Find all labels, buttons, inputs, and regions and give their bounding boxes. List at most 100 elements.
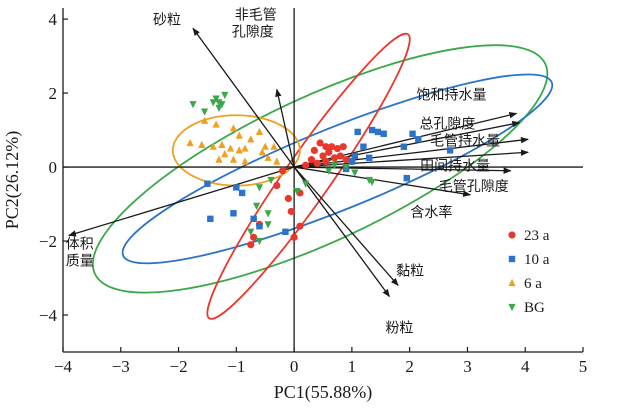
point-bg [189, 101, 197, 109]
legend-marker-23-a [508, 231, 516, 239]
point-bg [302, 180, 310, 188]
loading-label: 总孔隙度 [419, 117, 475, 133]
point-10-a [360, 143, 367, 150]
point-6-a [229, 155, 238, 163]
point-6-a [270, 142, 278, 150]
point-10-a [354, 128, 361, 136]
loading-label: 含水率 [410, 204, 452, 221]
point-6-a [212, 120, 220, 128]
loading-label: 砂粒 [153, 12, 181, 28]
point-23-a [316, 139, 324, 147]
axes: −4 −3 −2 −1 0 1 2 3 4 5 −4 −2 0 2 4 [39, 8, 587, 376]
point-10-a [282, 228, 289, 235]
point-10-a [415, 136, 422, 143]
point-6-a [261, 142, 269, 150]
ellipse-bg [91, 44, 549, 294]
loading-arrow [293, 166, 390, 298]
point-23-a [310, 146, 318, 155]
sample-points [186, 91, 454, 249]
point-10-a [351, 152, 358, 160]
point-23-a [342, 156, 350, 164]
x-tick-label: 1 [348, 357, 357, 376]
x-axis-title: PC1(55.88%) [274, 382, 373, 403]
y-tick-label: 4 [49, 10, 58, 29]
point-23-a [296, 222, 304, 230]
point-23-a [307, 156, 316, 164]
x-tick-label: 3 [463, 357, 472, 376]
point-10-a [207, 215, 214, 223]
point-23-a [250, 233, 258, 241]
point-10-a [374, 128, 382, 136]
point-23-a [330, 154, 339, 162]
point-6-a [255, 127, 264, 136]
loading-vectors: 砂粒 非毛管孔隙度饱和持水量总孔隙度毛管持水量田间持水量毛管孔隙度含水率体积质量黏… [66, 7, 529, 337]
legend-marker-10-a [508, 255, 516, 263]
point-bg [351, 169, 359, 177]
point-10-a [230, 210, 237, 217]
point-bg [209, 99, 217, 107]
point-6-a [200, 116, 209, 124]
ellipse-6-a [171, 114, 301, 187]
loading-label: 田间持水量 [420, 158, 490, 174]
point-10-a [348, 158, 356, 165]
x-tick-label: −4 [54, 357, 73, 376]
point-23-a [278, 167, 287, 175]
loading-label: 毛管持水量 [430, 133, 500, 149]
point-10-a [380, 130, 387, 137]
x-tick-label: 2 [405, 357, 414, 376]
point-6-a [209, 142, 217, 150]
point-23-a [302, 161, 310, 169]
y-tick-label: 0 [49, 158, 58, 177]
x-tick-label: −2 [170, 357, 188, 376]
point-bg [252, 202, 261, 210]
x-tick-label: −3 [112, 357, 130, 376]
legend-label: BG [524, 300, 545, 316]
point-bg [325, 167, 333, 175]
point-10-a [446, 147, 454, 154]
x-tick-label: −1 [227, 357, 245, 376]
point-bg [264, 221, 272, 229]
point-10-a [233, 184, 240, 191]
point-23-a [247, 241, 255, 249]
point-bg [255, 184, 264, 192]
ellipse-23-a [206, 32, 411, 320]
y-axis-title: PC2(26.12%) [2, 131, 23, 230]
point-6-a [218, 140, 226, 148]
point-10-a [400, 143, 408, 150]
legend-marker-bg [508, 303, 516, 312]
point-6-a [221, 150, 229, 158]
loading-label: 非毛管孔隙度 [232, 7, 277, 40]
point-bg [221, 91, 229, 100]
legend-label: 23 a [524, 228, 550, 244]
point-bg [247, 228, 255, 236]
point-6-a [226, 144, 235, 152]
point-10-a [403, 174, 410, 182]
point-10-a [366, 154, 373, 162]
loading-label: 毛管孔隙度 [439, 179, 509, 195]
point-bg [215, 104, 223, 112]
loading-arrow [192, 27, 295, 168]
point-10-a [409, 130, 416, 137]
point-bg [218, 101, 226, 109]
point-bg [365, 176, 373, 185]
point-6-a [264, 153, 272, 161]
point-bg [200, 108, 209, 116]
legend-label: 6 a [524, 276, 542, 292]
point-10-a [250, 215, 257, 223]
point-10-a [238, 189, 246, 197]
point-23-a [333, 144, 342, 153]
legend-marker-6-a [508, 278, 516, 287]
point-bg [368, 178, 376, 186]
y-tick-label: −2 [39, 232, 57, 251]
point-6-a [235, 146, 243, 154]
point-23-a [290, 233, 298, 241]
loading-arrow [293, 166, 399, 287]
point-23-a [322, 157, 330, 166]
point-23-a [328, 143, 336, 151]
point-10-a [256, 223, 263, 230]
point-23-a [322, 143, 330, 151]
point-10-a [204, 180, 211, 187]
point-bg [330, 162, 339, 170]
loading-label: 黏粒 [396, 263, 424, 279]
legend-label: 10 a [524, 252, 550, 268]
